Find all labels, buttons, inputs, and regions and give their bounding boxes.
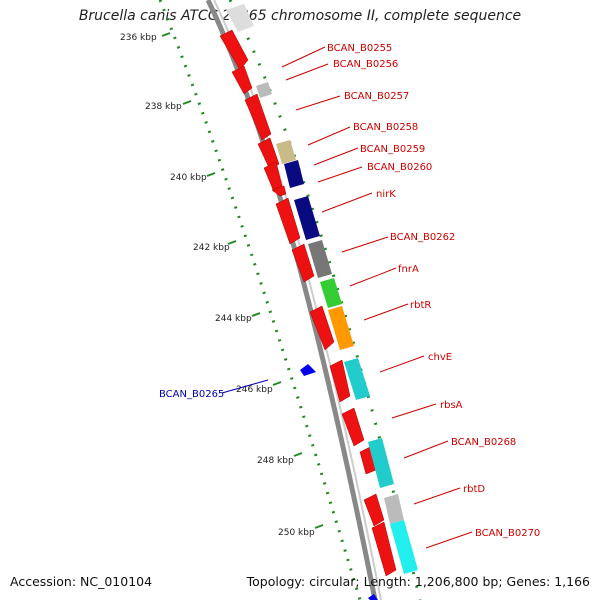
gene-label[interactable]: BCAN_B0270	[475, 528, 540, 539]
gene-label[interactable]: BCAN_B0262	[390, 232, 455, 243]
gene-arrow	[257, 137, 280, 171]
gene-arrow	[219, 29, 249, 71]
gene-label-blue[interactable]: BCAN_B0265	[159, 389, 224, 400]
feature-block	[328, 306, 354, 350]
gene-arrow	[363, 493, 385, 527]
feature-block	[284, 160, 304, 188]
tick-label: 244 kbp	[215, 314, 252, 324]
gene-label[interactable]: BCAN_B0258	[353, 122, 418, 133]
feature-block	[256, 82, 272, 98]
gene-label[interactable]: BCAN_B0257	[344, 91, 409, 102]
gene-label[interactable]: fnrA	[398, 264, 419, 275]
gene-arrow	[263, 161, 283, 193]
gene-arrow-blue	[300, 364, 316, 376]
gene-label[interactable]: nirK	[376, 189, 396, 200]
tick-label: 242 kbp	[193, 243, 230, 253]
tick-label: 236 kbp	[120, 33, 157, 43]
gene-arrow	[275, 197, 301, 245]
tick-label: 238 kbp	[145, 102, 182, 112]
gene-arrow	[341, 407, 365, 447]
accession-label: Accession: NC_010104	[10, 574, 153, 589]
feature-blocks	[226, 4, 418, 574]
feature-block	[390, 520, 418, 574]
gene-label[interactable]: BCAN_B0259	[360, 144, 425, 155]
map-title: Brucella canis ATCC 23365 chromosome II,…	[78, 8, 522, 24]
gene-label[interactable]: rbtR	[410, 300, 431, 311]
gene-arrows	[219, 29, 397, 577]
tick-label: 250 kbp	[278, 528, 315, 538]
gene-label[interactable]: BCAN_B0268	[451, 437, 516, 448]
chromosome-backbone	[205, 0, 378, 600]
feature-block	[276, 140, 296, 164]
gene-label[interactable]: rbtD	[463, 484, 485, 495]
tick-label: 240 kbp	[170, 173, 207, 183]
gene-arrow	[309, 305, 335, 351]
tick-label: 246 kbp	[236, 385, 273, 395]
gene-arrow	[271, 185, 287, 197]
scale-ticks	[161, 32, 324, 529]
feature-block	[226, 4, 254, 32]
tick-label: 248 kbp	[257, 456, 294, 466]
gene-label[interactable]: rbsA	[440, 400, 463, 411]
gene-label[interactable]: BCAN_B0255	[327, 43, 392, 54]
gene-arrow	[244, 93, 272, 141]
feature-block	[320, 278, 342, 308]
gene-arrow	[231, 65, 253, 95]
leader-lines	[281, 46, 473, 549]
gene-arrow	[291, 243, 315, 283]
feature-block	[384, 494, 404, 524]
feature-block	[294, 196, 320, 240]
gene-arrow-partial	[368, 594, 378, 600]
gene-label[interactable]: BCAN_B0256	[333, 59, 398, 70]
leader-line-blue	[221, 379, 269, 394]
gene-arrow	[371, 521, 397, 577]
gene-label[interactable]: BCAN_B0260	[367, 162, 432, 173]
topology-label: Topology: circular; Length: 1,206,800 bp…	[246, 574, 590, 589]
feature-block	[308, 240, 332, 278]
gene-label[interactable]: chvE	[428, 352, 452, 363]
feature-block	[344, 358, 370, 400]
feature-block	[368, 438, 394, 488]
gene-arrow	[329, 359, 351, 403]
